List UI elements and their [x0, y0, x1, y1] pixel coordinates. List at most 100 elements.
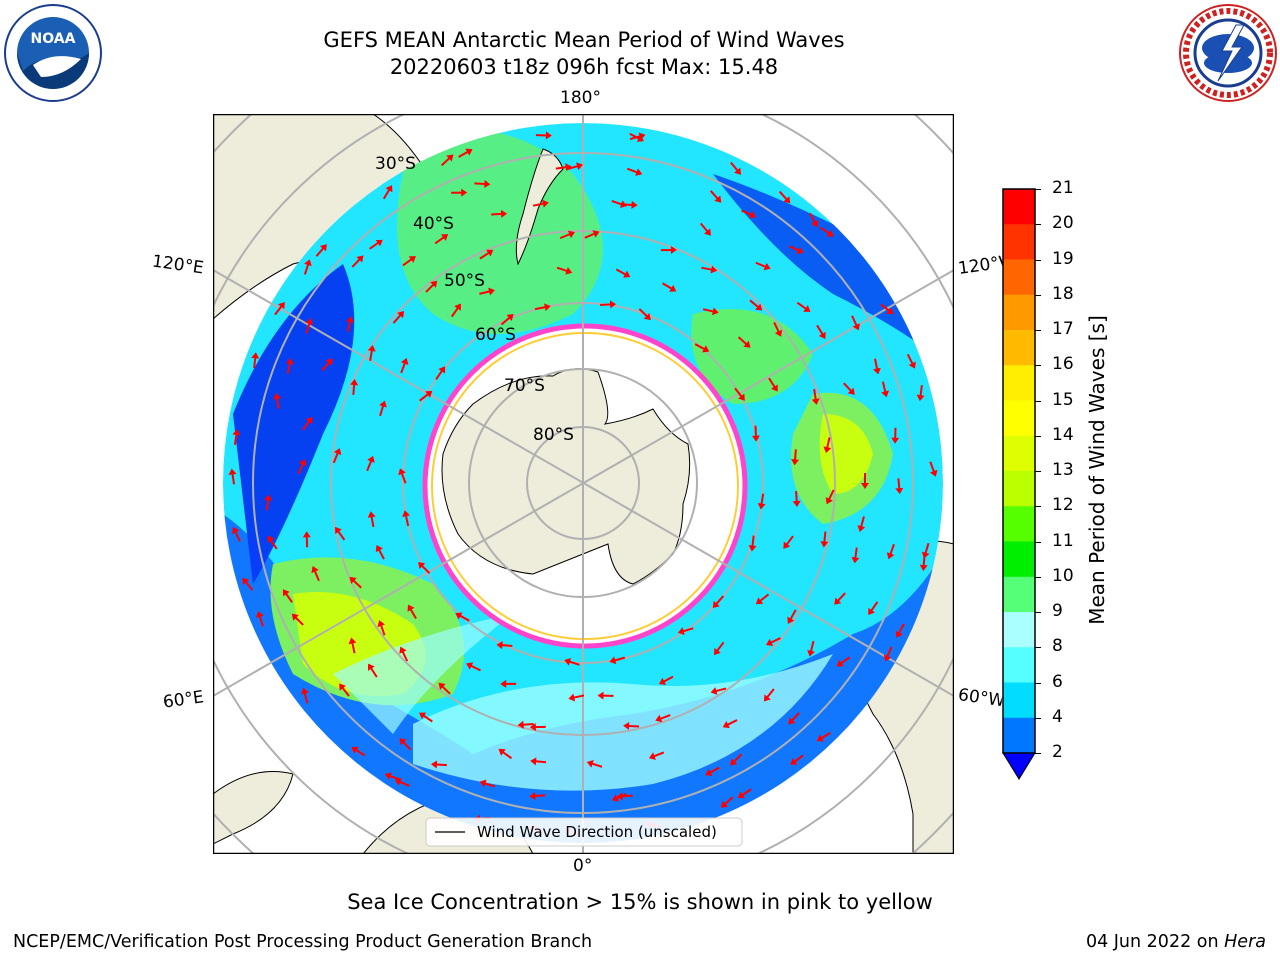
- wind-arrow: [228, 468, 237, 485]
- wind-arrow: [368, 663, 378, 678]
- wind-arrow: [701, 265, 718, 274]
- credit-date: 04 Jun 2022 on Hera: [1086, 932, 1266, 952]
- wind-arrow: [597, 691, 614, 700]
- colorbar-segment: [1003, 541, 1035, 578]
- colorbar-tick-label: 10: [1052, 565, 1074, 586]
- lon-label-0: 0°: [573, 856, 593, 876]
- wind-arrow: [709, 190, 722, 203]
- colorbar-segment: [1003, 612, 1035, 648]
- wind-arrow: [816, 324, 826, 339]
- wind-arrow: [556, 266, 573, 275]
- wind-arrow: [474, 179, 491, 188]
- wind-arrow: [375, 544, 385, 560]
- lat-label-60: 60°S: [475, 325, 516, 345]
- wind-arrow: [532, 199, 549, 208]
- wind-arrow: [555, 163, 572, 172]
- colorbar-segment: [1003, 224, 1035, 260]
- wind-arrow: [392, 311, 405, 324]
- colorbar-tick: [1035, 224, 1041, 226]
- wind-arrow: [455, 612, 470, 622]
- wind-arrow: [843, 382, 855, 395]
- colorbar-segment: [1003, 259, 1035, 296]
- wind-arrow: [369, 239, 383, 250]
- wind-arrow: [491, 209, 508, 218]
- wind-arrow: [302, 531, 311, 548]
- noaa-logo: NOAA: [4, 4, 102, 102]
- wind-arrow: [916, 385, 925, 402]
- wind-arrow: [285, 357, 294, 374]
- wind-arrow: [755, 593, 770, 605]
- wind-arrow: [430, 760, 447, 769]
- wind-arrow: [834, 592, 846, 605]
- wind-arrow: [418, 561, 431, 574]
- wind-arrow: [348, 637, 357, 654]
- colorbar-tick-label: 9: [1052, 601, 1063, 621]
- colorbar-tick-label: 6: [1052, 671, 1063, 692]
- wind-arrow: [748, 535, 757, 552]
- wind-arrow: [367, 345, 376, 361]
- colorbar-segment: [1003, 576, 1035, 613]
- colorbar-tick-label: 21: [1052, 178, 1074, 198]
- lat-label-40: 40°S: [413, 214, 454, 234]
- wind-arrow: [906, 353, 916, 369]
- colorbar-segment: [1003, 365, 1035, 401]
- lat-label-50: 50°S: [444, 271, 485, 291]
- colorbar-tick-label: 4: [1052, 706, 1063, 727]
- wind-arrow: [479, 779, 496, 788]
- wind-arrow: [350, 379, 359, 396]
- lon-label-60e: 60°E: [161, 687, 206, 713]
- wind-arrow: [662, 282, 677, 292]
- wind-arrow: [791, 449, 800, 466]
- wind-arrow: [788, 245, 804, 254]
- wind-arrow: [868, 601, 879, 616]
- wind-arrow: [282, 589, 293, 603]
- wind-arrow: [621, 200, 638, 209]
- wind-arrow: [734, 387, 745, 401]
- colorbar-tick: [1035, 365, 1041, 367]
- wind-arrow: [766, 637, 781, 647]
- colorbar-segment: [1003, 400, 1035, 437]
- wind-arrow: [303, 259, 312, 275]
- wind-arrow: [825, 489, 835, 505]
- wind-arrow: [823, 437, 832, 454]
- colorbar-segment: [1003, 682, 1035, 719]
- wind-arrow: [857, 516, 866, 532]
- wind-arrow: [535, 131, 552, 140]
- nws-logo: [1179, 4, 1277, 102]
- wind-arrow: [629, 132, 646, 141]
- colorbar-tick: [1035, 259, 1041, 261]
- wind-arrow: [435, 366, 446, 381]
- wind-arrow: [820, 226, 834, 237]
- wind-arrow: [274, 301, 285, 316]
- wind-arrow: [529, 792, 546, 801]
- wind-arrow: [787, 609, 797, 624]
- colorbar-segment: [1003, 717, 1035, 754]
- wind-arrow: [377, 620, 386, 636]
- wind-arrow: [517, 720, 534, 729]
- lat-label-30: 30°S: [375, 154, 416, 174]
- graticule: [213, 114, 954, 854]
- wind-arrow: [479, 287, 495, 296]
- wind-arrow: [382, 185, 393, 200]
- wind-arrow: [367, 511, 376, 528]
- wind-arrow: [564, 657, 580, 666]
- wind-arrow: [699, 222, 711, 236]
- wind-arrow: [231, 526, 241, 542]
- wind-arrow: [351, 255, 364, 268]
- colorbar-tick-label: 12: [1052, 495, 1074, 516]
- wind-arrow: [297, 458, 307, 475]
- wind-arrow: [737, 788, 752, 799]
- colorbar-segment: [1003, 506, 1035, 542]
- wind-arrow: [816, 731, 831, 742]
- colorbar-tick-label: 13: [1052, 460, 1074, 480]
- wind-arrow: [529, 723, 546, 732]
- colorbar-tick: [1035, 400, 1041, 402]
- wind-arrow: [425, 280, 438, 293]
- wind-arrow: [763, 688, 775, 702]
- wind-arrow: [301, 687, 309, 704]
- wind-arrow: [402, 510, 410, 527]
- wind-arrow: [737, 336, 751, 348]
- wind-arrow: [339, 683, 350, 697]
- wind-arrow: [710, 687, 727, 695]
- wind-arrow: [836, 656, 851, 667]
